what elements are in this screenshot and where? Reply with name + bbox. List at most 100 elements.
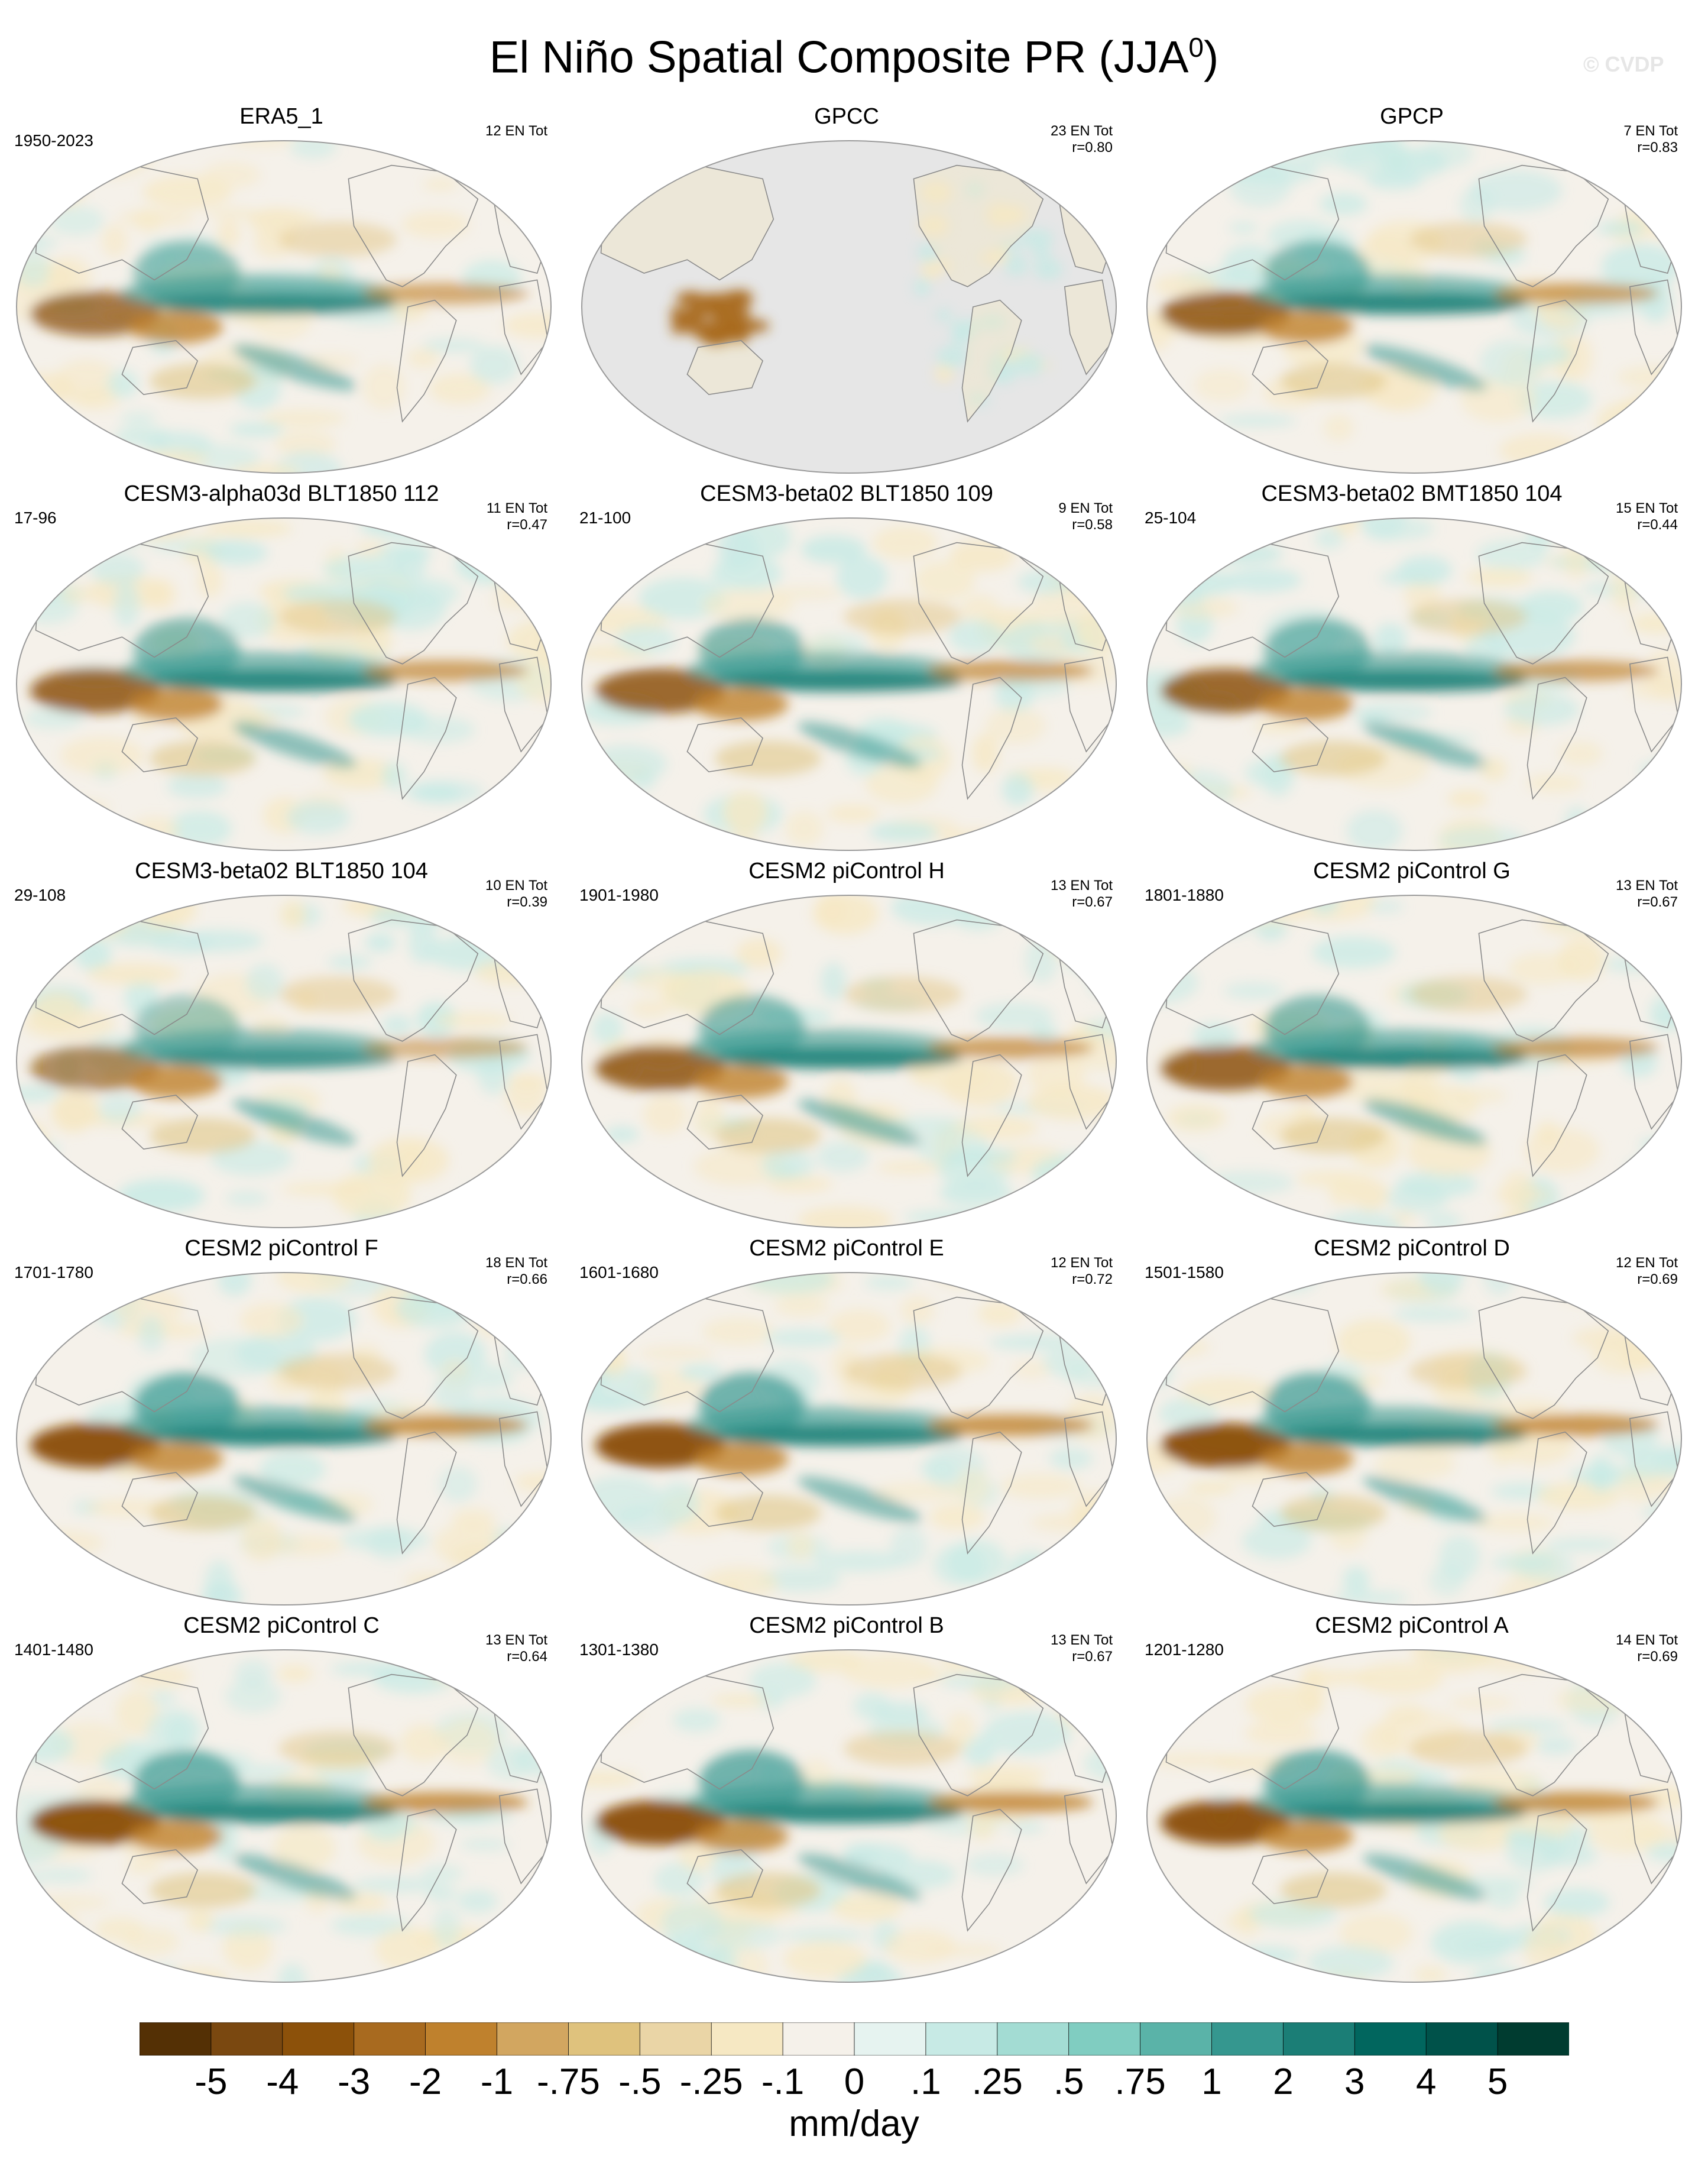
precip-anomaly-map — [16, 1272, 552, 1606]
precip-anomaly-map — [581, 1649, 1117, 1983]
colorbar-swatch — [140, 2022, 212, 2056]
colorbar-swatch — [497, 2022, 569, 2056]
coastline-asia — [1165, 919, 1340, 1035]
panel-stats: 13 EN Tot r=0.67 — [1616, 878, 1678, 911]
event-count: 15 EN Tot — [1616, 500, 1678, 516]
map-panel: CESM2 piControl C 1401-1480 13 EN Tot r=0.6… — [4, 1612, 559, 1990]
coastline-africa — [498, 1034, 549, 1130]
map-panel: CESM2 piControl G 1801-1880 13 EN Tot r=0.6… — [1134, 857, 1690, 1236]
colorbar-labels: -5 -4 -3 -2 -1 -.75 -.5 -.25 -.1 0 .1 .25 .5 .75 1 2 3 4 5 — [140, 2061, 1569, 2109]
coastline-samerica — [1526, 299, 1587, 423]
coastline-australia — [686, 340, 764, 396]
coastline-australia — [1252, 1849, 1329, 1905]
precip-anomaly-map — [581, 517, 1117, 851]
panel-period: 1801-1880 — [1145, 886, 1224, 904]
coastline-africa — [1629, 1034, 1679, 1130]
coastline-asia — [600, 1296, 774, 1413]
panel-title: CESM2 piControl D — [1314, 1236, 1510, 1261]
coastline-samerica — [961, 1054, 1022, 1177]
map-panel: GPCP 7 EN Tot r=0.83 — [1134, 103, 1690, 481]
panel-stats: 12 EN Tot — [485, 123, 547, 140]
colorbar-swatch — [782, 2022, 855, 2056]
panel-stats: 13 EN Tot r=0.67 — [1051, 1632, 1113, 1665]
figure-title-superscript: 0 — [1188, 32, 1204, 63]
precip-anomaly-map — [16, 517, 552, 851]
colorbar-tick-label: 5 — [1487, 2061, 1508, 2102]
map-panel: CESM2 piControl D 1501-1580 12 EN Tot r=0.6… — [1134, 1235, 1690, 1613]
panel-stats: 23 EN Tot r=0.80 — [1051, 123, 1113, 156]
coastline-samerica — [396, 676, 457, 800]
pattern-correlation: r=0.67 — [1072, 894, 1113, 910]
map-panel: CESM2 piControl B 1301-1380 13 EN Tot r=0.6… — [569, 1612, 1124, 1990]
coastline-samerica — [961, 299, 1022, 423]
coastline-asia — [600, 1674, 774, 1790]
colorbar-swatch — [711, 2022, 784, 2056]
panel-title: CESM2 piControl A — [1315, 1613, 1509, 1638]
figure-title-close: ) — [1203, 32, 1219, 83]
coastline-samerica — [1526, 676, 1587, 800]
map-panel: CESM3-beta02 BMT1850 104 25-104 15 EN Tot r… — [1134, 480, 1690, 859]
colorbar-tick-label: 4 — [1415, 2061, 1437, 2102]
colorbar — [140, 2022, 1569, 2056]
precip-anomaly-map — [16, 140, 552, 474]
coastline-australia — [1252, 717, 1329, 773]
coastline-australia — [686, 1849, 764, 1905]
colorbar-tick-label: -2 — [409, 2061, 442, 2102]
colorbar-swatch — [1211, 2022, 1284, 2056]
coastline-australia — [686, 1472, 764, 1527]
event-count: 14 EN Tot — [1616, 1632, 1678, 1648]
coastline-australia — [686, 717, 764, 773]
precip-anomaly-map — [16, 1649, 552, 1983]
precip-anomaly-map — [1146, 1649, 1682, 1983]
pattern-correlation: r=0.80 — [1072, 140, 1113, 156]
colorbar-swatch — [354, 2022, 426, 2056]
figure-title-text: El Niño Spatial Composite PR (JJA — [489, 32, 1189, 83]
colorbar-tick-label: .75 — [1114, 2061, 1166, 2102]
colorbar-swatch — [1497, 2022, 1569, 2056]
map-panel: CESM3-alpha03d BLT1850 112 17-96 11 EN Tot… — [4, 480, 559, 859]
colorbar-tick-label: 3 — [1344, 2061, 1365, 2102]
map-panel: CESM2 piControl F 1701-1780 18 EN Tot r=0.6… — [4, 1235, 559, 1613]
pattern-correlation: r=0.67 — [1637, 894, 1678, 910]
coastline-africa — [1629, 1411, 1679, 1507]
event-count: 7 EN Tot — [1623, 123, 1678, 139]
pattern-correlation: r=0.44 — [1637, 517, 1678, 533]
coastline-africa — [498, 656, 549, 753]
colorbar-tick-label: 2 — [1273, 2061, 1294, 2102]
panel-period: 1301-1380 — [579, 1640, 659, 1659]
colorbar-swatch — [1283, 2022, 1356, 2056]
colorbar-swatch — [997, 2022, 1069, 2056]
coastline-asia — [35, 1674, 209, 1790]
panel-title: ERA5_1 — [239, 104, 323, 129]
coastline-africa — [498, 279, 549, 376]
panel-period: 1901-1980 — [579, 886, 659, 904]
map-panel: ERA5_1 1950-2023 12 EN Tot — [4, 103, 559, 481]
event-count: 13 EN Tot — [485, 1632, 547, 1648]
coastline-samerica — [961, 676, 1022, 800]
panel-stats: 18 EN Tot r=0.66 — [485, 1255, 547, 1288]
panel-stats: 10 EN Tot r=0.39 — [485, 878, 547, 911]
pattern-correlation: r=0.67 — [1072, 1649, 1113, 1665]
event-count: 13 EN Tot — [1616, 878, 1678, 894]
map-panel: CESM3-beta02 BLT1850 104 29-108 10 EN Tot r… — [4, 857, 559, 1236]
pattern-correlation: r=0.66 — [507, 1271, 547, 1287]
panel-period: 1701-1780 — [14, 1263, 93, 1281]
precip-anomaly-map — [581, 1272, 1117, 1606]
colorbar-tick-label: -.75 — [536, 2061, 600, 2102]
precip-anomaly-map — [16, 895, 552, 1228]
event-count: 23 EN Tot — [1051, 123, 1113, 139]
colorbar-swatch — [1354, 2022, 1427, 2056]
coastline-samerica — [1526, 1054, 1587, 1177]
event-count: 12 EN Tot — [1616, 1255, 1678, 1271]
coastline-asia — [35, 542, 209, 658]
event-count: 12 EN Tot — [1051, 1255, 1113, 1271]
colorbar-tick-label: -3 — [338, 2061, 371, 2102]
map-panel: CESM2 piControl H 1901-1980 13 EN Tot r=0.6… — [569, 857, 1124, 1236]
panel-period: 1201-1280 — [1145, 1640, 1224, 1659]
coastline-asia — [600, 919, 774, 1035]
coastline-africa — [1629, 656, 1679, 753]
coastline-australia — [121, 1849, 199, 1905]
coastline-asia — [35, 1296, 209, 1413]
pattern-correlation: r=0.83 — [1637, 140, 1678, 156]
coastline-asia — [1165, 1296, 1340, 1413]
